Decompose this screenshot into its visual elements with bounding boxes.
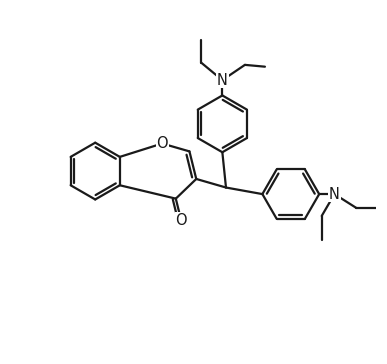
Text: N: N bbox=[217, 73, 228, 88]
Text: O: O bbox=[156, 136, 168, 151]
Text: N: N bbox=[329, 187, 340, 202]
Text: O: O bbox=[175, 213, 187, 228]
